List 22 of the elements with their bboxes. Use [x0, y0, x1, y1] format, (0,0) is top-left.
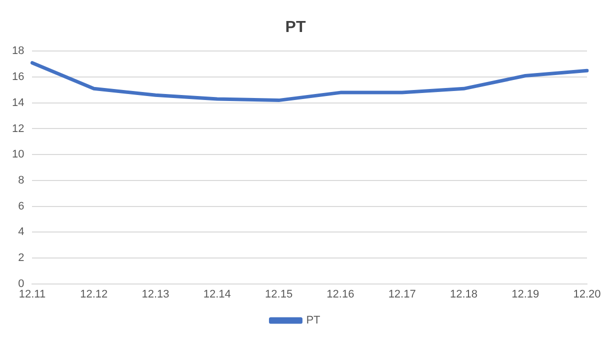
y-tick-label: 10: [12, 148, 24, 161]
y-tick-label: 16: [12, 71, 24, 84]
y-tick-label: 12: [12, 122, 24, 135]
x-tick-label: 12.19: [512, 288, 540, 300]
chart-title: PT: [285, 19, 306, 36]
x-tick-label: 12.18: [450, 288, 478, 300]
x-tick-label: 12.11: [18, 288, 46, 300]
y-tick-label: 18: [12, 45, 24, 58]
legend-label: PT: [306, 314, 321, 327]
x-tick-label: 12.15: [265, 288, 293, 300]
y-tick-label: 4: [18, 226, 24, 238]
x-tick-label: 12.16: [326, 288, 354, 300]
x-tick-label: 12.13: [142, 288, 170, 300]
y-tick-label: 0: [18, 278, 24, 290]
x-tick-label: 12.20: [573, 288, 601, 300]
y-tick-label: 2: [18, 252, 24, 264]
x-tick-label: 12.17: [388, 288, 416, 300]
y-tick-label: 8: [18, 174, 24, 186]
x-tick-label: 12.14: [203, 288, 231, 300]
y-tick-label: 14: [12, 96, 24, 109]
x-tick-label: 12.12: [80, 288, 108, 300]
y-tick-label: 6: [18, 200, 24, 212]
